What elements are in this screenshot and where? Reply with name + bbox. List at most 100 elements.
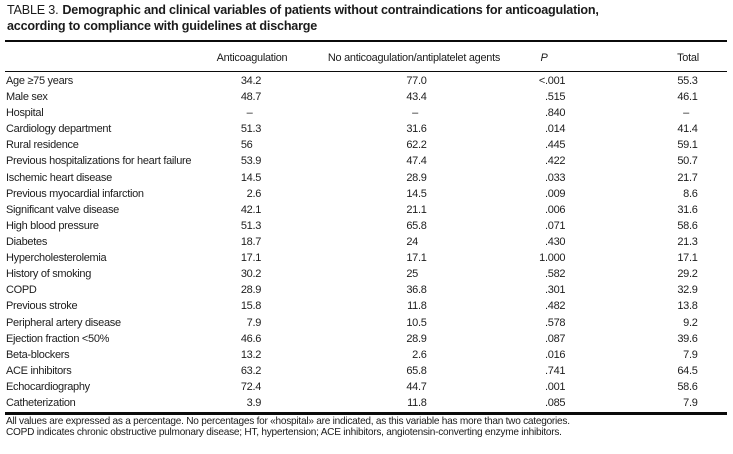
cell-value: 15.8 (240, 300, 262, 313)
row-label: Hypercholesterolemia (6, 252, 107, 265)
cell-value: 10.5 (406, 316, 427, 329)
column-header-no-anticoagulation: No anticoagulation/antiplatelet agents (327, 51, 501, 64)
top-rule (5, 39, 727, 43)
cell-value: 24 (406, 236, 418, 249)
cell-value: 42.1 (240, 203, 262, 216)
table-row: Ischemic heart disease 14.5 28.9 .033 21.7 (6, 170, 727, 186)
bottom-rule (5, 412, 727, 416)
cell-value: .001 (545, 381, 566, 394)
table-row: History of smoking 30.2 25 .582 29.2 (6, 266, 727, 282)
footnote-percentages: All values are expressed as a percentage… (6, 415, 570, 427)
table-title: TABLE 3. Demographic and clinical variabl… (7, 2, 729, 35)
cell-value: 11.8 (407, 397, 427, 410)
row-label: Echocardiography (6, 381, 90, 394)
table-footnotes: All values are expressed as a percentage… (6, 415, 731, 438)
row-label: Diabetes (6, 236, 48, 249)
cell-value: – (412, 107, 418, 120)
row-label: Previous myocardial infarction (6, 187, 144, 200)
cell-value: 30.2 (240, 268, 262, 281)
table-row: Hospital – – .840 – (6, 105, 727, 121)
cell-value: 28.9 (406, 171, 427, 184)
cell-value: .741 (545, 364, 566, 377)
cell-value: 31.6 (406, 123, 427, 136)
cell-value: 21.1 (406, 203, 427, 216)
cell-value: .006 (545, 203, 566, 216)
cell-value: .445 (545, 139, 566, 152)
cell-value: 25 (406, 268, 418, 281)
cell-value: 34.2 (240, 74, 262, 87)
cell-value: .430 (545, 236, 566, 249)
cell-value: 77.0 (406, 74, 427, 87)
cell-value: 46.6 (240, 332, 262, 345)
cell-value: 64.5 (677, 364, 698, 377)
cell-value: .482 (545, 300, 566, 313)
row-label: COPD (6, 284, 37, 297)
column-header-anticoagulation: Anticoagulation (216, 51, 288, 64)
cell-value: 56 (240, 139, 253, 152)
table-row: Male sex 48.7 43.4 .515 46.1 (6, 89, 727, 105)
table-title-line2: according to compliance with guidelines … (7, 19, 318, 34)
column-header-p-value: P (540, 51, 548, 64)
cell-value: 7.9 (683, 348, 698, 361)
table-row: Peripheral artery disease 7.9 10.5 .578 9.2 (6, 315, 727, 331)
cell-value: 46.1 (677, 91, 698, 104)
row-label: Male sex (6, 91, 48, 104)
cell-value: 50.7 (677, 155, 698, 168)
cell-value: 21.7 (677, 171, 698, 184)
cell-value: 53.9 (240, 155, 262, 168)
cell-value: 47.4 (406, 155, 427, 168)
cell-value: 13.2 (240, 348, 262, 361)
cell-value: .582 (545, 268, 566, 281)
cell-value: .033 (545, 171, 566, 184)
cell-value: 17.1 (677, 252, 698, 265)
table-row: Previous stroke 15.8 11.8 .482 13.8 (6, 298, 727, 314)
cell-value: 21.3 (677, 236, 698, 249)
row-label: History of smoking (6, 268, 92, 281)
cell-value: 62.2 (406, 139, 427, 152)
cell-value: 58.6 (677, 219, 698, 232)
cell-value: .071 (545, 219, 566, 232)
cell-value: 36.8 (406, 284, 427, 297)
row-label: Age ≥75 years (6, 74, 73, 87)
cell-value: 9.2 (683, 316, 698, 329)
cell-value: 1.000 (539, 252, 566, 265)
cell-value: 2.6 (246, 187, 262, 200)
column-header-total: Total (677, 51, 699, 64)
table-row: Cardiology department 51.3 31.6 .014 41.4 (6, 121, 727, 137)
table-row: Rural residence 56 62.2 .445 59.1 (6, 137, 727, 153)
cell-value: 14.5 (240, 171, 262, 184)
row-label: Peripheral artery disease (6, 316, 121, 329)
table-row: Significant valve disease 42.1 21.1 .006 31.… (6, 202, 727, 218)
row-label: Catheterization (6, 397, 76, 410)
cell-value: 14.5 (406, 187, 427, 200)
table-row: Beta-blockers 13.2 2.6 .016 7.9 (6, 347, 727, 363)
cell-value: 29.2 (677, 268, 698, 281)
cell-value: 18.7 (240, 236, 262, 249)
cell-value: 17.1 (406, 252, 427, 265)
cell-value: .014 (545, 123, 566, 136)
table-row: COPD 28.9 36.8 .301 32.9 (6, 282, 727, 298)
row-label: Ejection fraction <50% (6, 332, 110, 345)
table-body: Age ≥75 years 34.2 77.0 < .001 55.3 Male sex 48… (6, 73, 727, 411)
cell-value: 63.2 (240, 364, 262, 377)
table-title-text1: Demographic and clinical variables of pa… (62, 3, 599, 17)
cell-value: .422 (545, 155, 566, 168)
cell-value: .578 (545, 316, 566, 329)
table-row: High blood pressure 51.3 65.8 .071 58.6 (6, 218, 727, 234)
cell-value: 41.4 (677, 123, 698, 136)
cell-value: 32.9 (677, 284, 698, 297)
cell-value: .301 (545, 284, 566, 297)
cell-value: 11.8 (407, 300, 427, 313)
cell-value: 2.6 (412, 348, 427, 361)
cell-value: 59.1 (677, 139, 698, 152)
row-label: Significant valve disease (6, 203, 119, 216)
row-label: High blood pressure (6, 219, 99, 232)
cell-value: 3.9 (246, 397, 262, 410)
cell-value: – (246, 107, 253, 120)
footnote-abbreviations: COPD indicates chronic obstructive pulmo… (6, 426, 562, 438)
cell-value: 28.9 (240, 284, 262, 297)
cell-value: 7.9 (683, 397, 698, 410)
cell-value: 43.4 (406, 91, 427, 104)
cell-value: .515 (545, 91, 566, 104)
